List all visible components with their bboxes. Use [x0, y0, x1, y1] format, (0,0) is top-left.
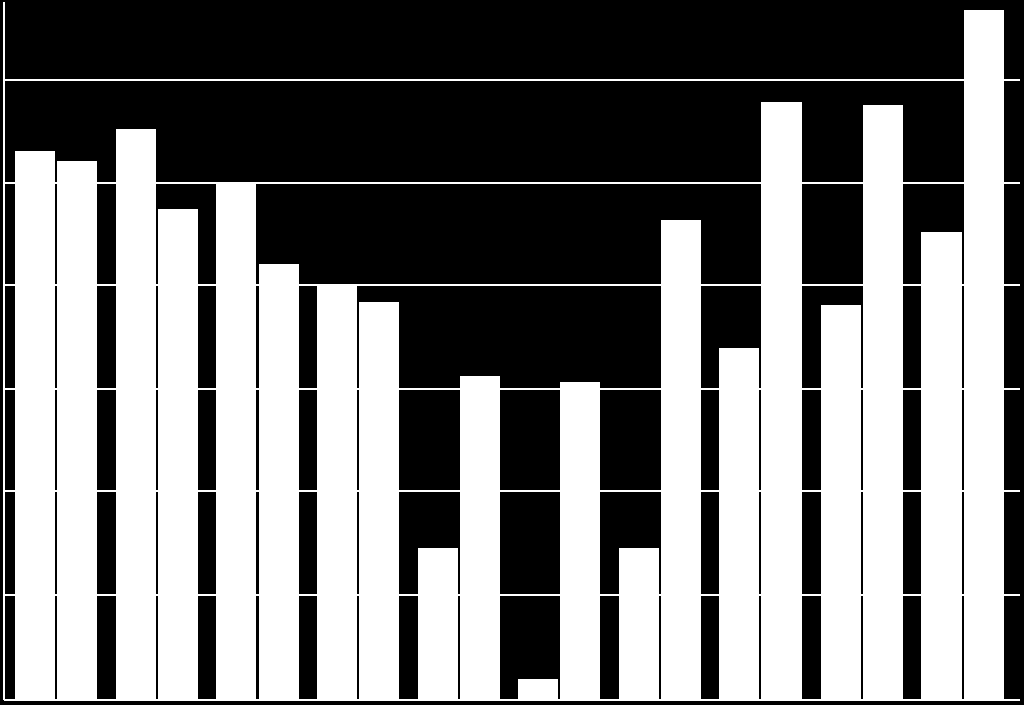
bar	[863, 105, 903, 700]
bar	[719, 348, 759, 700]
bar	[619, 548, 659, 700]
bar	[317, 285, 357, 700]
bar	[158, 209, 198, 700]
bar	[518, 679, 558, 700]
bar	[418, 548, 458, 700]
bar	[964, 10, 1004, 700]
bar	[15, 151, 55, 700]
chart-stage	[0, 0, 1024, 705]
bar	[761, 102, 801, 700]
bar	[460, 376, 500, 700]
bar	[57, 161, 97, 700]
y-axis-line	[3, 2, 5, 700]
bar	[216, 183, 256, 700]
plot-area	[4, 2, 1020, 700]
bar	[259, 264, 299, 700]
gridline	[4, 79, 1020, 81]
bar	[116, 129, 156, 700]
bar	[661, 220, 701, 700]
bar	[921, 232, 961, 700]
bar	[821, 305, 861, 700]
bar	[560, 382, 600, 700]
bar	[359, 302, 399, 700]
